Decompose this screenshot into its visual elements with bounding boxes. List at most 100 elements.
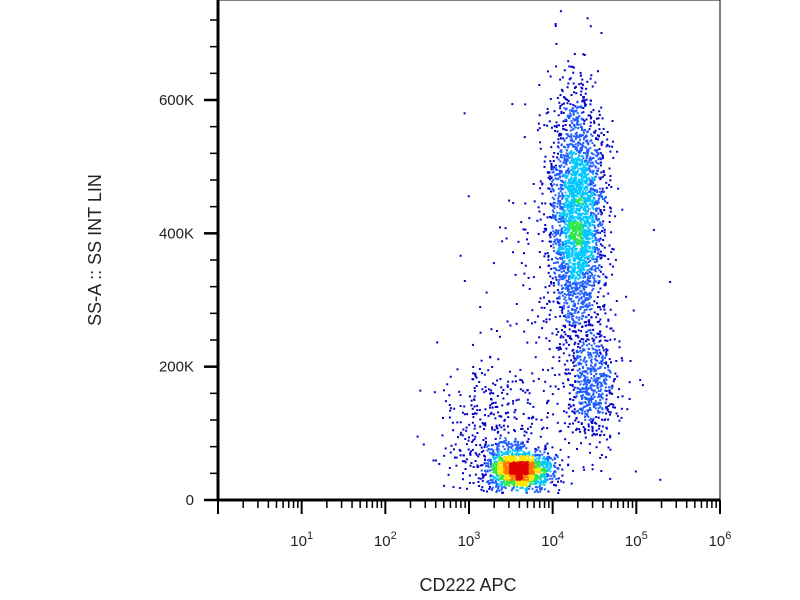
data-point — [586, 231, 589, 234]
data-point — [491, 366, 494, 368]
data-point — [591, 289, 594, 292]
data-point — [563, 217, 566, 220]
data-point — [497, 485, 500, 488]
data-point — [493, 452, 496, 455]
data-point — [553, 204, 556, 207]
data-point — [500, 386, 503, 389]
data-point — [552, 267, 555, 270]
data-point — [583, 268, 586, 271]
data-point — [576, 354, 579, 357]
data-point — [579, 71, 582, 74]
data-point — [553, 198, 556, 201]
data-point — [629, 360, 632, 362]
data-point — [541, 202, 544, 205]
data-point — [586, 269, 589, 271]
data-point — [597, 117, 600, 120]
data-point — [589, 259, 592, 262]
data-point — [592, 351, 595, 354]
data-point — [566, 302, 568, 305]
data-point — [583, 390, 586, 393]
data-point — [586, 344, 588, 347]
data-point — [586, 217, 589, 219]
data-point — [573, 207, 576, 210]
data-point — [582, 280, 584, 283]
data-point — [563, 298, 566, 301]
data-point — [573, 266, 576, 269]
data-point — [514, 450, 517, 453]
data-point — [579, 239, 582, 242]
data-point — [587, 233, 589, 236]
data-point — [578, 412, 581, 414]
data-point — [603, 228, 606, 231]
data-point — [565, 293, 568, 296]
data-point — [570, 202, 573, 205]
data-point — [448, 416, 451, 419]
data-point — [585, 315, 588, 318]
data-point — [571, 252, 573, 255]
data-point — [454, 443, 457, 446]
data-point — [538, 471, 541, 474]
data-point — [608, 244, 611, 247]
data-point — [465, 443, 468, 446]
data-point — [551, 480, 554, 483]
data-point — [495, 471, 497, 473]
data-point — [573, 225, 576, 228]
data-point — [554, 216, 557, 218]
data-point — [506, 403, 509, 406]
data-point — [537, 206, 540, 209]
data-point — [606, 131, 609, 133]
data-point — [536, 491, 539, 493]
data-point — [606, 143, 609, 146]
data-point — [615, 300, 618, 302]
data-point — [584, 273, 586, 275]
data-point — [583, 300, 586, 303]
data-point — [577, 281, 580, 284]
data-point — [564, 155, 567, 157]
data-point — [546, 402, 548, 405]
data-point — [559, 253, 562, 256]
data-point — [564, 333, 567, 336]
data-point — [493, 458, 495, 460]
data-point — [593, 268, 596, 271]
data-point — [524, 264, 527, 267]
data-point — [587, 149, 590, 152]
data-point — [562, 127, 565, 130]
data-point — [571, 185, 574, 188]
data-point — [572, 71, 575, 74]
data-point — [608, 167, 611, 170]
data-point — [592, 432, 595, 435]
data-point — [500, 477, 502, 480]
data-point — [561, 196, 564, 199]
data-point — [603, 197, 606, 200]
data-point — [570, 300, 573, 303]
data-point — [571, 122, 574, 125]
data-point — [566, 102, 569, 105]
data-point — [543, 227, 546, 230]
data-point — [568, 392, 571, 395]
data-point — [579, 256, 582, 259]
data-point — [459, 454, 462, 457]
data-point — [458, 390, 461, 393]
data-point — [567, 249, 570, 252]
data-point — [575, 200, 578, 203]
data-point — [544, 229, 547, 232]
data-point — [470, 404, 473, 407]
data-point — [547, 466, 549, 469]
data-point — [488, 451, 491, 454]
data-point — [487, 464, 490, 467]
data-point — [506, 450, 509, 453]
data-point — [574, 157, 577, 160]
data-point — [577, 351, 580, 354]
data-point — [534, 475, 537, 478]
data-point — [559, 251, 561, 254]
data-point — [571, 214, 574, 217]
data-point — [606, 349, 609, 352]
data-point — [500, 457, 503, 460]
data-point — [597, 354, 600, 357]
data-point — [588, 199, 591, 201]
data-point — [592, 230, 595, 232]
data-point — [537, 446, 540, 449]
data-point — [560, 278, 563, 280]
data-point — [604, 312, 607, 315]
data-point — [580, 351, 583, 354]
